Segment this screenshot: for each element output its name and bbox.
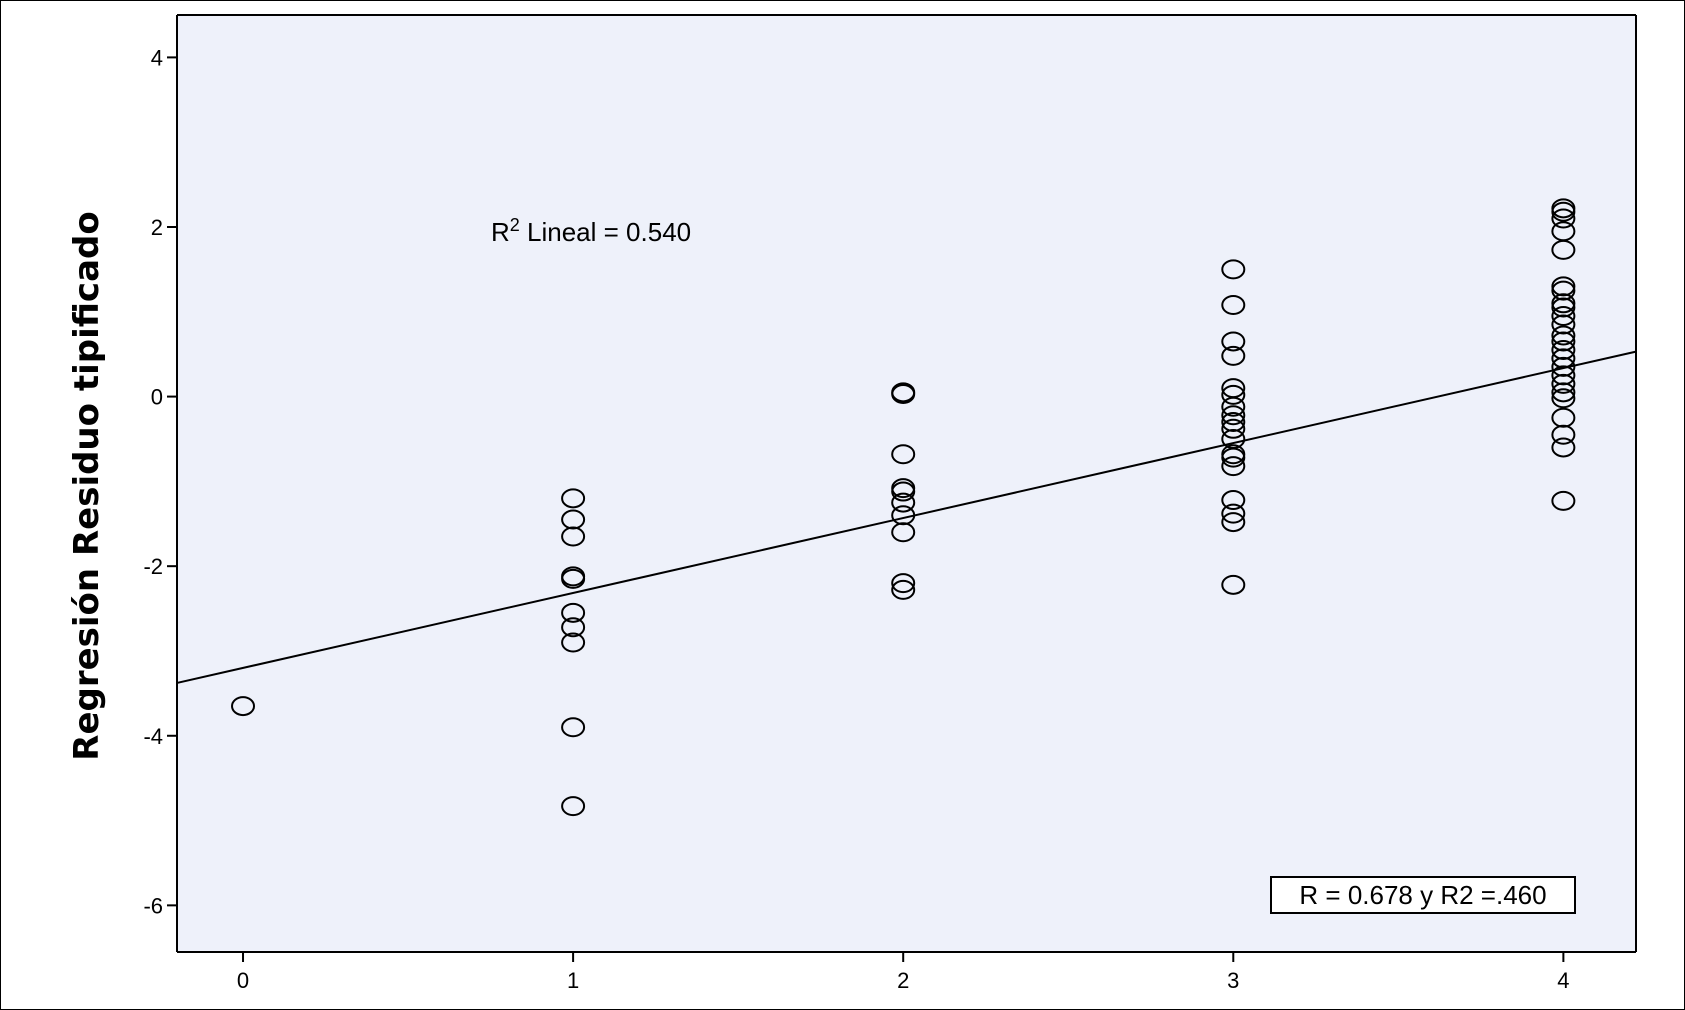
scatter-point (1551, 490, 1576, 511)
scatter-point (891, 481, 916, 502)
scatter-point (561, 796, 586, 817)
scatter-point (1551, 373, 1576, 394)
y-tick-label: 2 (151, 215, 163, 240)
scatter-point (1221, 345, 1246, 366)
scatter-point (1551, 325, 1576, 346)
scatter-point (1221, 456, 1246, 477)
scatter-point (561, 717, 586, 738)
scatter-point (1551, 208, 1576, 229)
scatter-point (1551, 331, 1576, 352)
scatter-point (891, 384, 916, 405)
data-points (231, 198, 1576, 817)
scatter-point (1551, 293, 1576, 314)
scatter-point (561, 509, 586, 530)
x-tick-label: 0 (237, 968, 249, 993)
scatter-point (1551, 356, 1576, 377)
y-tick-label: 0 (151, 385, 163, 410)
scatter-point (1221, 418, 1246, 439)
scatter-point (1551, 297, 1576, 318)
y-tick-label: -2 (143, 554, 163, 579)
scatter-point (891, 522, 916, 543)
scatter-point (1221, 384, 1246, 405)
scatter-point (1221, 447, 1246, 468)
x-tick-label: 4 (1557, 968, 1569, 993)
scatter-point (231, 696, 256, 717)
r2-value: Lineal = 0.540 (520, 217, 691, 247)
scatter-point (1551, 407, 1576, 428)
scatter-point (1221, 396, 1246, 417)
scatter-point (1551, 239, 1576, 260)
scatter-point (891, 492, 916, 513)
scatter-point (561, 568, 586, 589)
scatter-point (561, 526, 586, 547)
scatter-point (1221, 503, 1246, 524)
r2-prefix: R (491, 217, 510, 247)
scatter-point (1221, 490, 1246, 511)
scatter-point (1221, 574, 1246, 595)
x-tick-label: 1 (567, 968, 579, 993)
stats-box (1270, 876, 1576, 914)
scatter-point (1551, 424, 1576, 445)
scatter-point (891, 573, 916, 594)
scatter-point (1551, 280, 1576, 301)
x-tick-label: 3 (1227, 968, 1239, 993)
y-tick-label: 4 (151, 45, 163, 70)
x-tick-label: 2 (897, 968, 909, 993)
scatter-point (561, 602, 586, 623)
scatter-point (1551, 339, 1576, 360)
scatter-point (1551, 348, 1576, 369)
scatter-point (1221, 259, 1246, 280)
scatter-point (561, 488, 586, 509)
scatter-point (1551, 437, 1576, 458)
y-axis-label: Regresión Residuo tipificado (67, 211, 107, 760)
scatter-point (1221, 295, 1246, 316)
scatter-point (561, 632, 586, 653)
y-tick-label: -6 (143, 893, 163, 918)
scatter-point (1221, 412, 1246, 433)
scatter-point (891, 505, 916, 526)
scatter-point (1551, 306, 1576, 327)
scatter-point (891, 444, 916, 465)
scatter-point (1551, 382, 1576, 403)
scatter-point (1221, 512, 1246, 533)
scatter-point (1221, 405, 1246, 426)
scatter-point (1551, 314, 1576, 335)
scatter-point (561, 617, 586, 638)
scatter-point (1551, 388, 1576, 409)
scatter-point (1221, 331, 1246, 352)
r2-superscript: 2 (510, 215, 520, 235)
axis-ticks: 0 1 2 3 4 -6 -4 -2 0 2 4 (143, 45, 1569, 993)
scatter-point (1551, 365, 1576, 386)
stats-box-text: R = 0.678 y R2 =.460 (1299, 880, 1546, 910)
r2-linear-annotation: R2 Lineal = 0.540 (491, 215, 691, 247)
scatter-point (1551, 201, 1576, 222)
regression-fit-line (176, 350, 1637, 684)
scatter-point (891, 579, 916, 600)
y-tick-label: -4 (143, 724, 163, 749)
fit-line (176, 350, 1637, 684)
scatter-point (1551, 276, 1576, 297)
